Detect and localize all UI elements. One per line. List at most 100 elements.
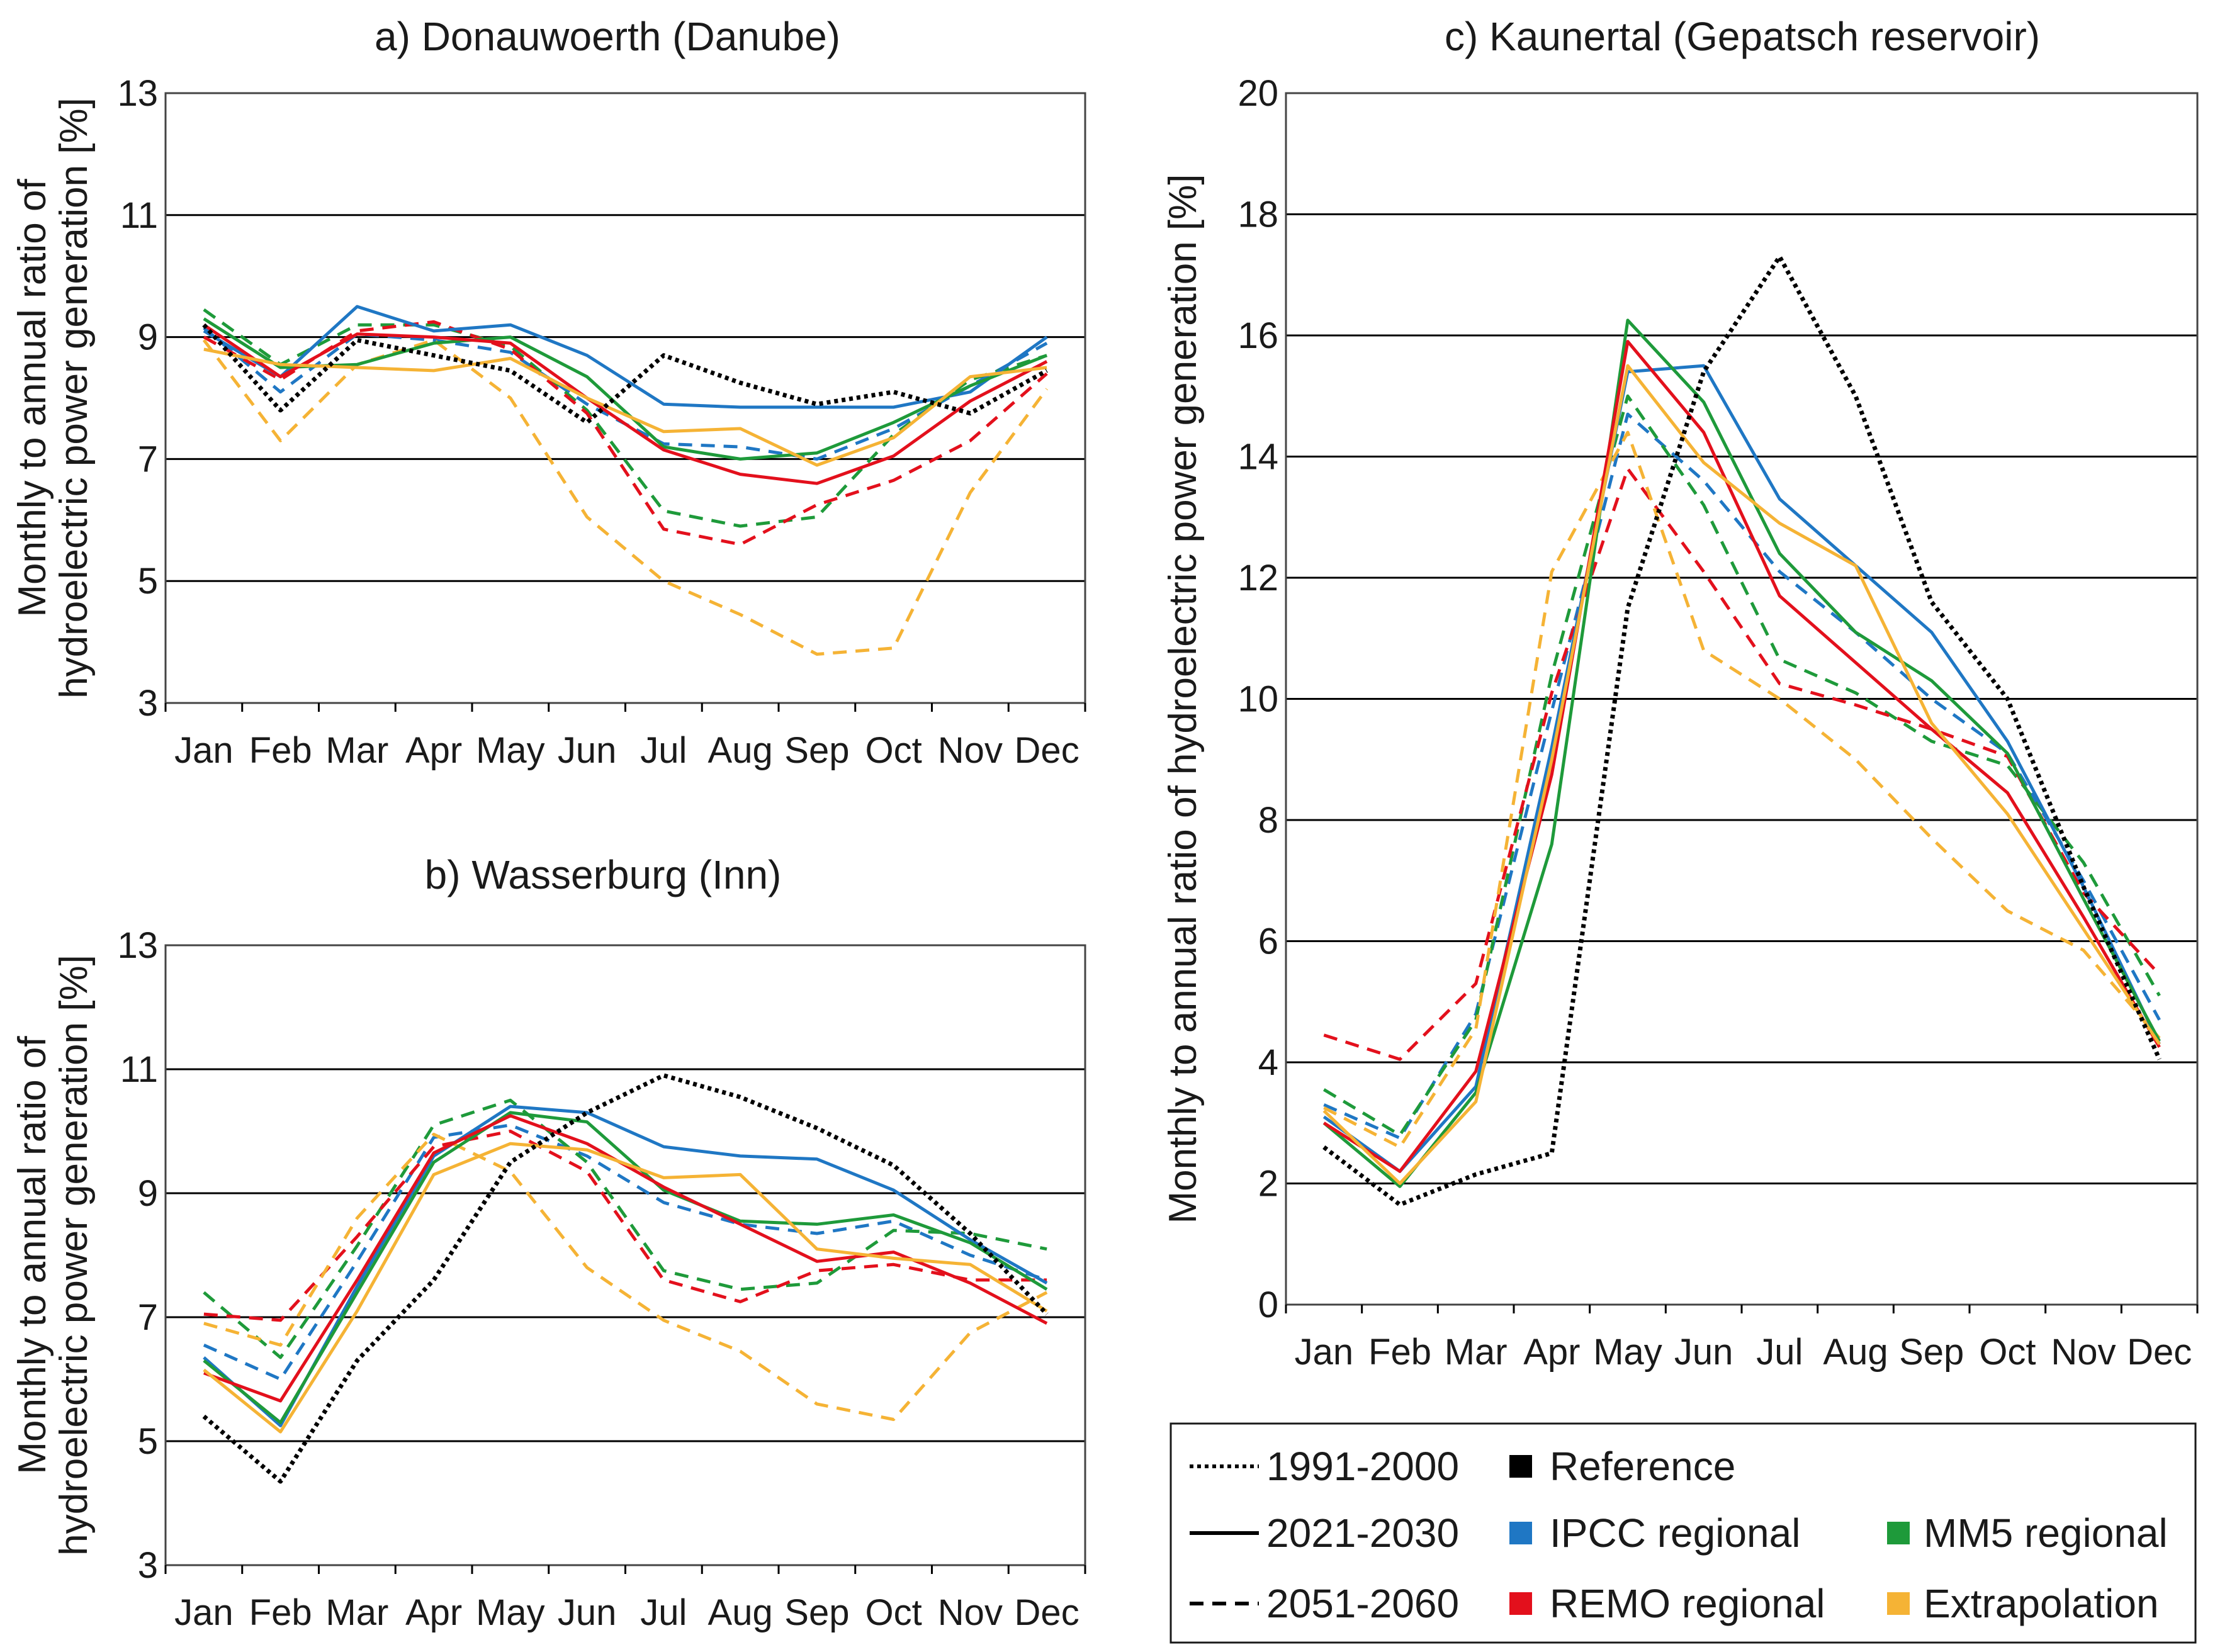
chart-a-x-tick-label: Sep	[784, 730, 849, 771]
chart-b-x-tick-label: Aug	[708, 1592, 773, 1633]
chart-b-series-mm5-regional-2021-2030	[203, 1111, 1048, 1424]
chart-c-x-tick-label: May	[1593, 1332, 1662, 1373]
legend-label-remo: REMO regional	[1550, 1581, 1825, 1626]
chart-b-y-axis-title-line2: hydroelectric power generation [%]	[52, 955, 96, 1556]
chart-b-series-remo-regional-2051-2060	[203, 1130, 1047, 1322]
chart-b-x-tick-label: Jul	[640, 1592, 687, 1633]
chart-c-y-tick-label: 0	[1258, 1284, 1278, 1325]
chart-a-y-tick-label: 9	[138, 317, 158, 358]
chart-c-series-ipcc-regional-2051-2060	[1323, 412, 2161, 1140]
chart-c-y-tick-label: 4	[1258, 1042, 1278, 1083]
chart-c-x-tick-label: Oct	[1979, 1332, 2036, 1373]
chart-c-series-ipcc-regional-2021-2030	[1322, 364, 2161, 1173]
chart-b-y-tick-label: 11	[120, 1049, 158, 1090]
legend-label-2021-2030: 2021-2030	[1266, 1510, 1459, 1556]
legend: 1991-2000 2021-2030 2051-2060 Reference …	[1169, 1422, 2197, 1644]
chart-c-x-tick-label: Aug	[1823, 1332, 1888, 1373]
chart-b-series-mm5-regional-2051-2060	[203, 1098, 1047, 1359]
chart-b-y-tick-label: 3	[138, 1545, 158, 1586]
chart-c-y-tick-label: 18	[1237, 194, 1278, 235]
chart-a-x-tick-label: Jan	[174, 730, 234, 771]
chart-a-x-tick-label: Feb	[249, 730, 312, 771]
chart-b-series-ipcc-regional-2051-2060	[203, 1123, 1047, 1381]
chart-b-x-tick-label: Nov	[938, 1592, 1003, 1633]
chart-b-x-tick-label: Oct	[865, 1592, 922, 1633]
legend-label-2051-2060: 2051-2060	[1266, 1581, 1459, 1626]
chart-a-y-tick-label: 13	[117, 73, 158, 114]
chart-c-kaunertal: c) Kaunertal (Gepatsch reservoir) 0 2 4 6 8 10…	[1161, 14, 2199, 1373]
chart-b-x-tick-label: May	[476, 1592, 545, 1633]
chart-c-x-tick-label: Apr	[1523, 1332, 1580, 1373]
chart-a-y-axis-title-line1: Monthly to annual ratio of	[11, 179, 54, 617]
legend-swatch-extrapolation	[1887, 1592, 1910, 1615]
chart-b-x-tick-label: Mar	[325, 1592, 388, 1633]
chart-c-x-tick-label: Jul	[1756, 1332, 1803, 1373]
chart-a-x-tick-label: Jul	[640, 730, 687, 771]
chart-c-y-tick-label: 6	[1258, 921, 1278, 962]
chart-c-x-tick-label: Jun	[1674, 1332, 1733, 1373]
chart-c-y-tick-label: 16	[1237, 315, 1278, 356]
chart-a-x-tick-label: Jun	[558, 730, 617, 771]
chart-b-x-tick-label: Jun	[558, 1592, 617, 1633]
chart-c-x-tick-label: Feb	[1368, 1332, 1431, 1373]
chart-b-series-reference-1991-2000	[202, 1073, 1049, 1484]
chart-b-y-tick-label: 5	[138, 1421, 158, 1462]
chart-c-y-tick-label: 2	[1258, 1164, 1278, 1205]
chart-c-series-mm5-regional-2021-2030	[1322, 318, 2161, 1188]
chart-a-series-extrapolation-2021-2030	[203, 347, 1047, 467]
chart-c-x-tick-label: Nov	[2051, 1332, 2116, 1373]
chart-b-plot-frame	[164, 944, 1086, 1566]
chart-a-series-remo-regional-2021-2030	[203, 323, 1048, 485]
chart-c-x-tick-label: Dec	[2127, 1332, 2192, 1373]
chart-a-x-tick-label: May	[476, 730, 545, 771]
chart-c-y-tick-label: 12	[1237, 558, 1278, 598]
chart-b-y-tick-label: 7	[138, 1297, 158, 1338]
chart-a-title: a) Donauwoerth (Danube)	[375, 14, 840, 59]
chart-c-y-tick-label: 14	[1237, 437, 1278, 478]
chart-b-wasserburg: b) Wasserburg (Inn) 3 5 7 9 11 13 Jan Feb Mar Apr M…	[11, 852, 1086, 1633]
chart-a-y-tick-label: 11	[120, 195, 158, 236]
chart-b-y-tick-label: 13	[117, 925, 158, 966]
chart-b-x-tick-label: Apr	[405, 1592, 462, 1633]
chart-a-x-tick-label: Apr	[405, 730, 462, 771]
chart-b-x-tick-label: Sep	[784, 1592, 849, 1633]
chart-a-series-remo-regional-2051-2060	[203, 320, 1048, 546]
legend-swatch-reference	[1509, 1455, 1532, 1478]
chart-c-y-tick-label: 20	[1237, 73, 1278, 114]
chart-b-series-extrapolation-2021-2030	[203, 1142, 1048, 1434]
chart-b-x-tick-label: Jan	[174, 1592, 234, 1633]
chart-a-y-tick-label: 5	[138, 561, 158, 602]
legend-label-reference: Reference	[1550, 1444, 1735, 1489]
chart-a-x-tick-label: Oct	[865, 730, 922, 771]
legend-label-extrapolation: Extrapolation	[1924, 1581, 2159, 1626]
chart-b-y-axis-title-line1: Monthly to annual ratio of	[11, 1036, 54, 1475]
legend-swatch-remo	[1509, 1592, 1532, 1615]
chart-a-series-mm5-regional-2021-2030	[203, 317, 1048, 461]
chart-a-x-tick-label: Mar	[325, 730, 388, 771]
chart-b-y-tick-label: 9	[138, 1173, 158, 1214]
chart-c-series-mm5-regional-2051-2060	[1323, 394, 2161, 1137]
chart-c-x-tick-label: Sep	[1899, 1332, 1964, 1373]
chart-b-series-remo-regional-2021-2030	[203, 1114, 1048, 1403]
chart-a-y-tick-label: 3	[138, 683, 158, 724]
chart-c-series-remo-regional-2021-2030	[1322, 340, 2161, 1173]
chart-a-donauwoerth: a) Donauwoerth (Danube) 3 5 7 9 11 13 Jan Feb Mar…	[11, 14, 1086, 771]
chart-a-y-axis-title-line2: hydroelectric power generation [%]	[52, 98, 96, 699]
chart-b-title: b) Wasserburg (Inn)	[425, 852, 782, 897]
legend-label-ipcc: IPCC regional	[1550, 1510, 1800, 1556]
legend-label-mm5: MM5 regional	[1924, 1510, 2168, 1556]
chart-a-series-reference-1991-2000	[202, 323, 1048, 425]
chart-a-x-tick-label: Nov	[938, 730, 1003, 771]
chart-c-series-extrapolation-2021-2030	[1322, 364, 2161, 1185]
legend-swatch-mm5	[1887, 1522, 1910, 1544]
chart-a-series-mm5-regional-2051-2060	[203, 308, 1047, 528]
chart-c-x-tick-label: Mar	[1445, 1332, 1508, 1373]
chart-a-x-tick-label: Aug	[708, 730, 773, 771]
legend-swatch-ipcc	[1509, 1522, 1532, 1544]
chart-a-series-extrapolation-2051-2060	[202, 338, 1049, 656]
chart-c-x-tick-label: Jan	[1295, 1332, 1354, 1373]
chart-b-series-extrapolation-2051-2060	[203, 1132, 1048, 1421]
chart-c-y-tick-label: 8	[1258, 800, 1278, 841]
chart-a-x-tick-label: Dec	[1015, 730, 1079, 771]
